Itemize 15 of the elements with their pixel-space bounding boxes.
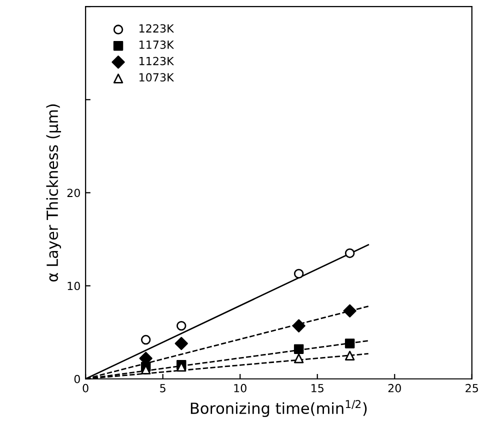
- y-tick-label: 0: [74, 374, 80, 384]
- x-tick-label: 25: [466, 384, 478, 392]
- x-tick-label: 15: [312, 384, 324, 392]
- x-tick-label: 0: [82, 384, 88, 392]
- x-axis-title: Boronizing time(min$^{1/2}$): [190, 400, 367, 418]
- legend-label: 1223K: [139, 24, 174, 33]
- y-tick-label: 20: [67, 188, 80, 198]
- x-tick-label: 5: [160, 384, 166, 392]
- x-tick-label: 20: [388, 384, 401, 392]
- y-axis-title: α Layer Thickness (μm): [46, 104, 62, 282]
- legend-label: 1123K: [139, 56, 174, 66]
- y-tick-label: 10: [68, 282, 80, 290]
- legend-label: 1073K: [139, 73, 174, 82]
- x-tick-label: 10: [234, 384, 246, 392]
- legend-label: 1173K: [139, 40, 174, 49]
